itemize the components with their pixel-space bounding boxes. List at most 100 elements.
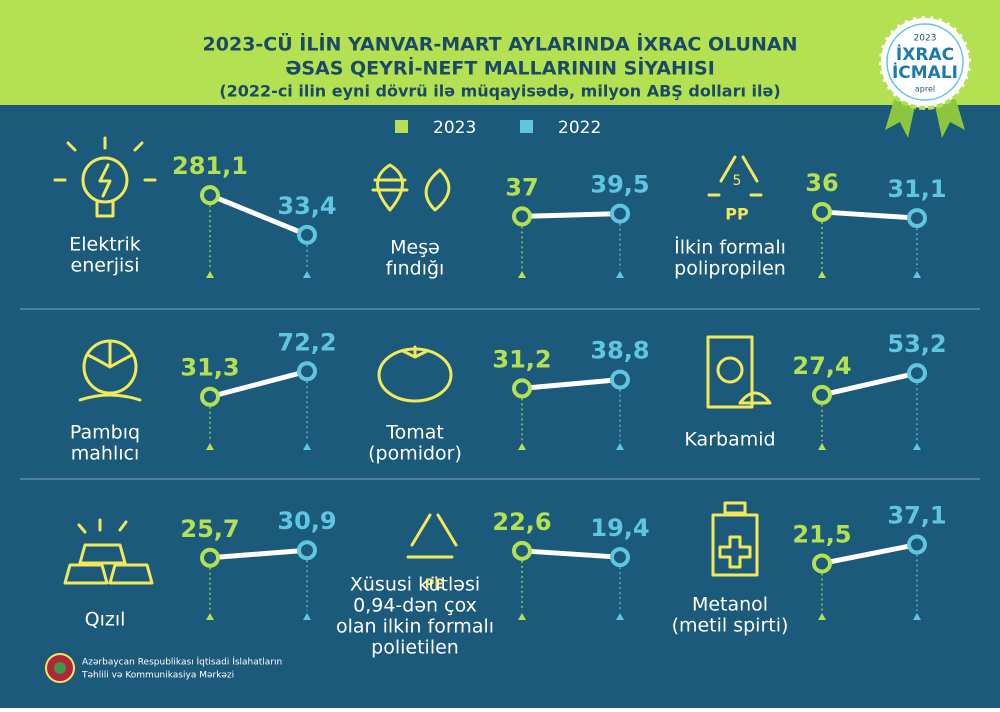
dot <box>200 386 220 407</box>
legend-swatch <box>520 120 533 133</box>
tick-triangle <box>818 271 826 278</box>
title-line: 2023-CÜ İLİN YANVAR-MART AYLARINDA İXRAC… <box>203 32 798 56</box>
dot <box>907 534 927 555</box>
legend-label: 2022 <box>558 118 601 138</box>
tick-triangle <box>303 613 311 620</box>
tick-triangle <box>616 443 624 450</box>
slope-line <box>209 547 308 561</box>
value-label: 27,4 <box>792 352 851 380</box>
slope-line <box>521 548 621 560</box>
tick-triangle <box>518 443 526 450</box>
dot <box>200 547 220 568</box>
panel-title: polipropilen <box>674 258 786 280</box>
value-label: 19,4 <box>590 514 649 542</box>
panel-title: olan ilkin formalı <box>336 616 494 638</box>
panel-title: Qızıl <box>85 609 126 631</box>
panel-title: Karbamid <box>684 429 775 451</box>
dot <box>297 224 317 245</box>
dot <box>812 201 832 222</box>
subtitle: (2022-ci ilin eyni dövrü ilə müqayisədə,… <box>219 82 780 101</box>
badge-month: aprel <box>915 85 935 94</box>
tick-triangle <box>913 443 921 450</box>
svg-text:PE: PE <box>425 578 443 593</box>
footer-line: Azərbaycan Respublikası İqtisadi İslahat… <box>82 657 282 668</box>
panel-title: (pomidor) <box>368 443 462 465</box>
svg-text:PP: PP <box>725 205 749 224</box>
value-label: 37,1 <box>887 502 946 530</box>
panel-title: Meşə <box>390 237 440 259</box>
title-line: ƏSAS QEYRİ-NEFT MALLARININ SİYAHISI <box>285 56 715 80</box>
dot <box>812 384 832 405</box>
badge-year: 2023 <box>914 34 937 44</box>
tick-triangle <box>913 271 921 278</box>
panel-title: İlkin formalı <box>674 236 786 259</box>
panel-title: polietilen <box>371 637 459 659</box>
badge: 2023 İXRAC İCMALI aprel <box>877 14 973 138</box>
slope-line <box>821 209 918 221</box>
value-label: 21,5 <box>792 520 851 548</box>
dot <box>907 208 927 229</box>
value-label: 37 <box>505 173 538 201</box>
slope-line <box>521 377 621 391</box>
panel-title: Metanol <box>692 594 768 616</box>
tick-triangle <box>616 613 624 620</box>
value-label: 25,7 <box>180 515 239 543</box>
footer-line: Təhlili və Kommunikasiya Mərkəzi <box>81 671 234 681</box>
dot <box>610 203 630 224</box>
dot <box>812 553 832 574</box>
dot <box>907 363 927 384</box>
value-label: 31,3 <box>180 354 239 382</box>
panel-title: 0,94-dən çox <box>353 595 477 617</box>
panel-title: Xüsusi kütləsi <box>350 574 480 596</box>
value-label: 39,5 <box>590 171 649 199</box>
tick-triangle <box>206 613 214 620</box>
dot <box>610 369 630 390</box>
panel-title: Elektrik <box>69 234 141 256</box>
slope-line <box>821 542 918 566</box>
badge-line: İCMALI <box>892 61 958 83</box>
value-label: 38,8 <box>590 337 649 365</box>
dot <box>297 540 317 561</box>
value-label: 31,2 <box>492 345 551 373</box>
svg-text:5: 5 <box>733 173 742 189</box>
value-label: 72,2 <box>277 328 336 356</box>
dot <box>512 206 532 227</box>
tick-triangle <box>206 271 214 278</box>
legend-swatch <box>395 120 408 133</box>
panel-title: Pambıq <box>70 422 140 444</box>
panel-title: mahlıcı <box>71 443 139 465</box>
dot <box>512 540 532 561</box>
slope-line <box>209 368 308 400</box>
value-label: 31,1 <box>887 175 946 203</box>
value-label: 22,6 <box>492 508 551 536</box>
dot <box>297 361 317 382</box>
slope-line <box>209 192 308 238</box>
panel-title: (metil spirti) <box>672 615 789 637</box>
value-label: 53,2 <box>887 330 946 358</box>
panel-title: enerjisi <box>71 255 140 277</box>
tick-triangle <box>303 443 311 450</box>
slope-line <box>821 370 918 398</box>
tick-triangle <box>206 443 214 450</box>
badge-line: İXRAC <box>896 43 954 65</box>
value-label: 281,1 <box>172 152 248 180</box>
tick-triangle <box>518 613 526 620</box>
value-label: 33,4 <box>277 192 336 220</box>
header-band <box>0 0 1000 105</box>
value-label: 30,9 <box>277 507 336 535</box>
icons: 5 PP PE <box>53 136 772 593</box>
dot <box>200 185 220 206</box>
slope-line <box>521 211 621 219</box>
tick-triangle <box>616 271 624 278</box>
tick-triangle <box>303 271 311 278</box>
tick-triangle <box>913 613 921 620</box>
emblem <box>45 653 75 683</box>
tick-triangle <box>518 271 526 278</box>
panel-title: Tomat <box>385 422 444 444</box>
panel-title: fındığı <box>386 258 445 280</box>
legend-label: 2023 <box>433 118 476 138</box>
tick-triangle <box>818 443 826 450</box>
dot <box>512 378 532 399</box>
